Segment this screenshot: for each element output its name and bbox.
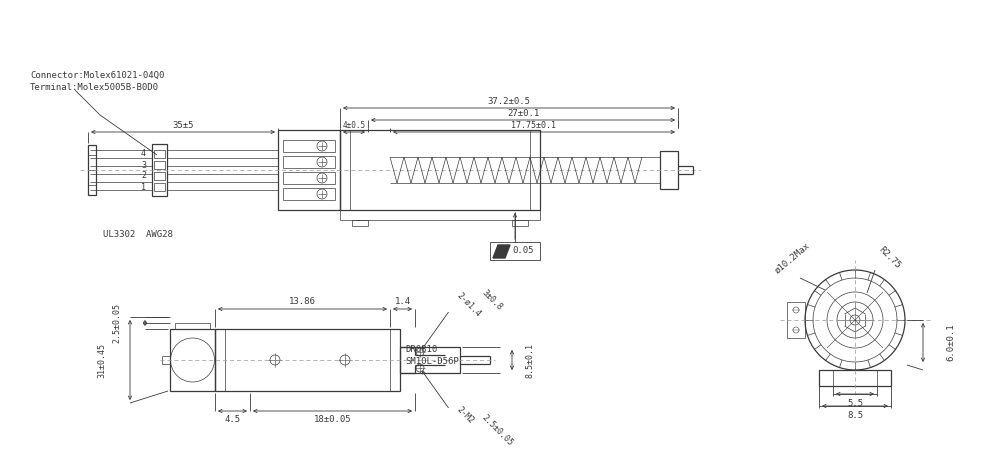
Text: 4±0.5: 4±0.5 (342, 121, 365, 130)
Bar (154, 172, 165, 180)
Text: DR0810: DR0810 (405, 345, 436, 354)
Bar (340, 130, 540, 210)
Text: Terminal:Molex5005B-B0D0: Terminal:Molex5005B-B0D0 (30, 83, 159, 92)
Bar (400, 347, 459, 373)
Bar (154, 150, 165, 158)
Text: ø10.2Max: ø10.2Max (772, 241, 811, 276)
Bar (175, 323, 210, 329)
Bar (215, 329, 400, 391)
Bar (340, 210, 540, 220)
Bar (282, 140, 335, 152)
Text: 3: 3 (141, 161, 146, 170)
Polygon shape (492, 245, 510, 258)
Text: 1.4: 1.4 (394, 296, 411, 305)
Bar (489, 242, 540, 260)
Bar (162, 356, 170, 364)
Text: 17.75±0.1: 17.75±0.1 (511, 121, 556, 130)
Bar (282, 156, 335, 168)
Bar (512, 220, 528, 226)
Text: R2.75: R2.75 (876, 245, 902, 271)
Text: 35±5: 35±5 (172, 121, 194, 130)
Text: 2: 2 (141, 171, 146, 180)
Bar (87, 145, 95, 195)
Bar (152, 144, 167, 196)
Text: 13.86: 13.86 (289, 296, 316, 305)
Text: Connector:Molex61021-04Q0: Connector:Molex61021-04Q0 (30, 70, 164, 79)
Bar (170, 329, 215, 391)
Text: SM10L-D56P: SM10L-D56P (405, 358, 458, 367)
Bar (282, 188, 335, 200)
Text: 0.05: 0.05 (512, 247, 533, 256)
Text: 5.5: 5.5 (846, 399, 862, 408)
Bar (352, 220, 368, 226)
Text: 1: 1 (141, 182, 146, 191)
Text: 6.0±0.1: 6.0±0.1 (945, 323, 954, 361)
Text: 3±0.8: 3±0.8 (479, 288, 504, 312)
Text: 18±0.05: 18±0.05 (313, 415, 351, 424)
Bar (154, 183, 165, 191)
Bar (659, 151, 677, 189)
Text: 2-M2: 2-M2 (454, 405, 475, 425)
Bar (818, 370, 890, 386)
Text: 8.5±0.1: 8.5±0.1 (525, 342, 534, 378)
Bar (786, 302, 804, 338)
Text: 2-ø1.4: 2-ø1.4 (454, 291, 482, 319)
Text: 8.5: 8.5 (846, 411, 862, 420)
Bar (282, 172, 335, 184)
Text: 4.5: 4.5 (225, 415, 241, 424)
Text: 2.5±0.05: 2.5±0.05 (112, 303, 121, 343)
Text: UL3302  AWG28: UL3302 AWG28 (103, 230, 173, 239)
Bar (277, 130, 340, 210)
Text: 37.2±0.5: 37.2±0.5 (487, 96, 530, 105)
Text: 27±0.1: 27±0.1 (506, 108, 539, 117)
Bar (154, 161, 165, 169)
Text: 4: 4 (141, 150, 146, 159)
Text: 2.5±0.05: 2.5±0.05 (479, 413, 514, 447)
Text: 31±0.45: 31±0.45 (97, 342, 106, 378)
